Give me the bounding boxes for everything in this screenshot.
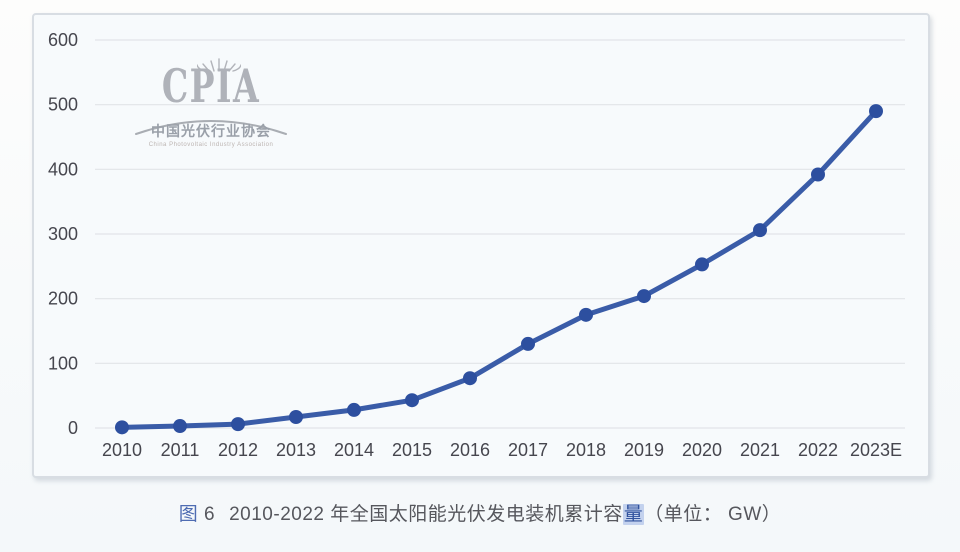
- x-tick-label: 2020: [682, 440, 722, 460]
- caption-body: 2010-2022 年全国太阳能光伏发电装机累计容: [229, 504, 623, 525]
- gridlines: [95, 39, 905, 429]
- x-tick-label: 2010: [102, 440, 142, 460]
- y-tick-label: 200: [48, 289, 78, 309]
- data-point: [811, 167, 825, 182]
- y-axis-labels: 0 100 200 300 400 500 600: [48, 30, 78, 438]
- cpia-acronym: CPIA: [161, 59, 261, 113]
- x-tick-label: 2018: [566, 440, 606, 460]
- x-axis-labels: 2010 2011 2012 2013 2014 2015 2016 2017 2018 2019…: [102, 440, 902, 460]
- y-tick-label: 300: [48, 224, 78, 244]
- y-tick-label: 600: [48, 30, 78, 50]
- figure-caption: 图 6 2010-2022 年全国太阳能光伏发电装机累计容量（单位： GW）: [0, 500, 960, 530]
- data-point: [695, 257, 709, 272]
- data-point: [579, 307, 593, 322]
- x-tick-label: 2017: [508, 440, 548, 460]
- caption-unit: （单位： GW）: [644, 504, 782, 525]
- x-tick-label: 2013: [276, 440, 316, 460]
- y-tick-label: 400: [48, 159, 78, 179]
- x-tick-label: 2019: [624, 440, 664, 460]
- x-tick-label: 2022: [798, 440, 838, 460]
- sunburst-icon: [197, 58, 241, 72]
- data-point: [521, 336, 535, 351]
- data-point: [463, 371, 477, 386]
- data-line: [119, 108, 879, 430]
- caption-highlighted-char: 量: [622, 504, 645, 525]
- data-point: [115, 420, 129, 435]
- cpia-watermark: CPIA 中国光伏行业协会 China Photovoltaic Industr…: [134, 53, 288, 158]
- data-point: [231, 417, 245, 432]
- caption-figure-label: 图: [178, 504, 199, 525]
- x-tick-label: 2016: [450, 440, 490, 460]
- data-points: [115, 104, 883, 435]
- data-point: [405, 393, 419, 408]
- data-point: [753, 223, 767, 238]
- y-tick-label: 100: [48, 353, 78, 373]
- data-point: [347, 402, 361, 417]
- y-tick-label: 0: [68, 418, 78, 438]
- caption-figure-number: 6: [204, 504, 216, 525]
- x-tick-label: 2014: [334, 440, 374, 460]
- org-name-en: China Photovoltaic Industry Association: [148, 142, 274, 148]
- x-tick-label: 2023E: [850, 440, 902, 460]
- data-point: [637, 289, 651, 304]
- swoosh-arc: [135, 120, 287, 135]
- x-tick-label: 2015: [392, 440, 432, 460]
- x-tick-label: 2011: [161, 440, 200, 460]
- data-point: [173, 419, 187, 434]
- org-name-cn: 中国光伏行业协会: [151, 123, 271, 139]
- x-tick-label: 2012: [218, 440, 258, 460]
- data-point: [869, 104, 883, 119]
- chart-panel: CPIA 中国光伏行业协会 China Photovoltaic Industr…: [32, 13, 930, 478]
- y-tick-label: 500: [48, 95, 78, 115]
- data-point: [289, 410, 303, 425]
- x-tick-label: 2021: [740, 440, 780, 460]
